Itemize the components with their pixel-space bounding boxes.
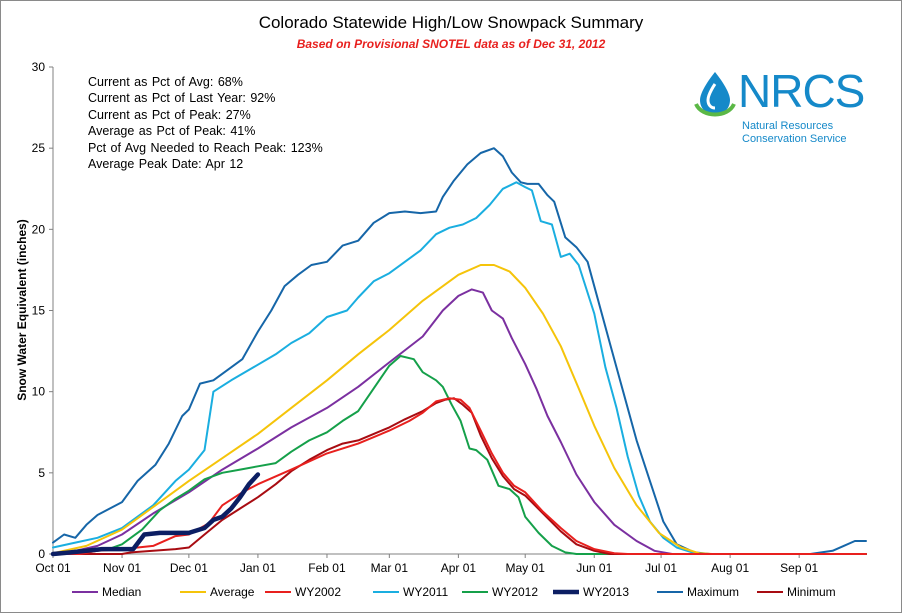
x-tick-label: Sep 01: [780, 561, 818, 575]
legend-label-wy2013: WY2013: [583, 585, 629, 599]
legend-label-wy2011: WY2011: [403, 585, 448, 599]
y-tick-label: 0: [38, 547, 45, 561]
water-drop-icon: [694, 72, 736, 117]
stat-line-avg-pct-peak: Average as Pct of Peak: 41%: [88, 124, 256, 139]
series-line-median: [52, 288, 867, 555]
series-line-wy2013: [50, 472, 261, 557]
x-tick-label: Jul 01: [645, 561, 677, 575]
logo-subtitle-2: Conservation Service: [742, 133, 847, 145]
stats-box: Current as Pct of Avg: 68% Current as Pc…: [88, 74, 323, 172]
stat-line-pct-peak: Current as Pct of Peak: 27%: [88, 107, 251, 122]
logo-wordmark: NRCS: [738, 65, 865, 117]
y-tick-label: 30: [32, 60, 46, 74]
series-line-maximum: [52, 147, 867, 555]
legend-label-maximum: Maximum: [687, 585, 739, 599]
x-tick-label: Oct 01: [35, 561, 71, 575]
legend-label-minimum: Minimum: [787, 585, 836, 599]
x-tick-label: Jan 01: [240, 561, 276, 575]
chart-subtitle: Based on Provisional SNOTEL data as of D…: [296, 37, 606, 51]
legend-label-average: Average: [210, 585, 255, 599]
x-tick-label: Nov 01: [103, 561, 141, 575]
y-tick-label: 20: [32, 222, 46, 236]
legend-label-median: Median: [102, 585, 141, 599]
y-axis-label: Snow Water Equivalent (inches): [15, 219, 29, 401]
series-line-average: [52, 264, 867, 555]
legend-label-wy2012: WY2012: [492, 585, 538, 599]
series-line-wy2011: [52, 181, 867, 555]
y-tick-label: 10: [32, 385, 46, 399]
x-tick-label: Dec 01: [170, 561, 208, 575]
chart-title: Colorado Statewide High/Low Snowpack Sum…: [258, 13, 644, 32]
y-tick-label: 25: [32, 141, 46, 155]
x-tick-label: Feb 01: [308, 561, 346, 575]
y-tick-label: 15: [32, 304, 46, 318]
logo-subtitle-1: Natural Resources: [742, 120, 834, 132]
nrcs-logo: NRCS Natural Resources Conservation Serv…: [692, 68, 865, 150]
stat-line-peak-date: Average Peak Date: Apr 12: [88, 157, 244, 172]
legend-label-wy2002: WY2002: [295, 585, 341, 599]
series-line-minimum: [52, 397, 867, 555]
series-line-wy2012: [52, 355, 867, 555]
x-tick-label: Aug 01: [711, 561, 749, 575]
x-tick-label: May 01: [506, 561, 546, 575]
x-tick-label: Apr 01: [441, 561, 477, 575]
stat-line-needed: Pct of Avg Needed to Reach Peak: 123%: [88, 140, 323, 155]
x-tick-label: Mar 01: [371, 561, 409, 575]
stat-line-pct-avg: Current as Pct of Avg: 68%: [88, 75, 243, 89]
x-tick-label: Jun 01: [576, 561, 612, 575]
stat-line-pct-last-year: Current as Pct of Last Year: 92%: [88, 91, 276, 106]
y-tick-label: 5: [38, 466, 45, 480]
series-line-wy2002: [52, 397, 867, 555]
